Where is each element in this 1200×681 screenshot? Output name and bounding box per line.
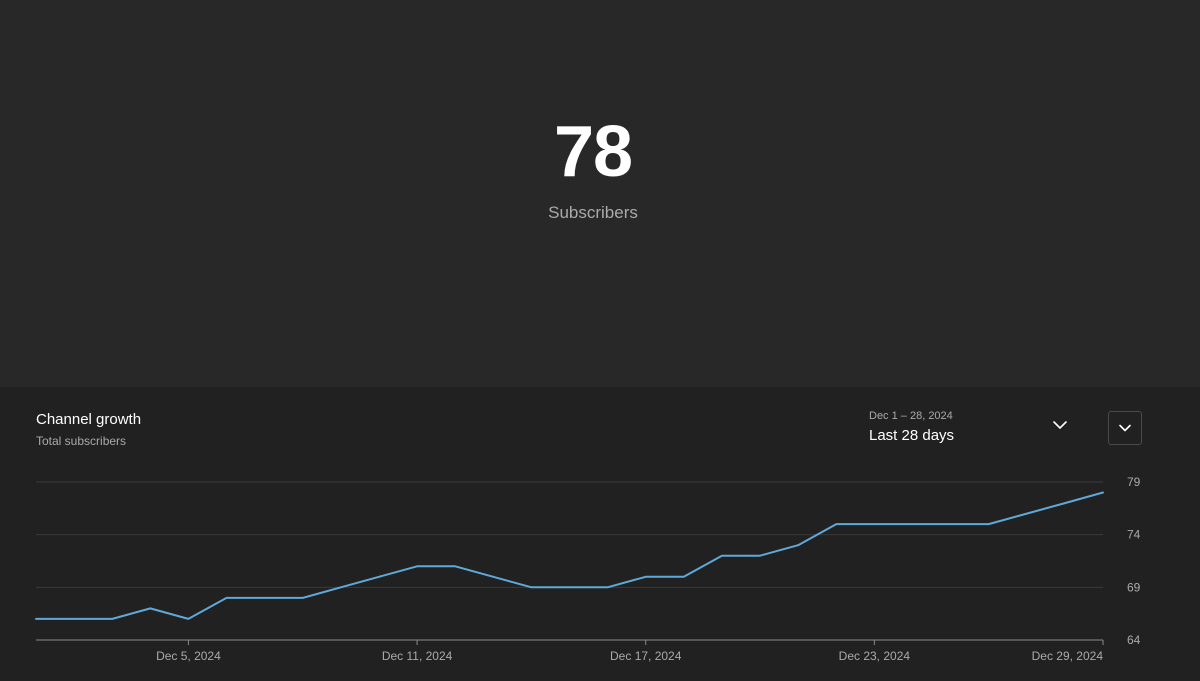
y-tick-label: 79 — [1127, 475, 1141, 489]
expand-menu-button[interactable] — [1108, 411, 1142, 445]
channel-growth-card: Channel growth Total subscribers Dec 1 –… — [0, 387, 1200, 681]
chevron-down-icon — [1053, 421, 1067, 429]
x-tick-label: Dec 29, 2024 — [1032, 649, 1104, 663]
y-tick-label: 64 — [1127, 633, 1141, 647]
subscriber-count: 78 — [553, 112, 633, 192]
channel-growth-chart: 64 69 74 79 Dec 5, 2024 Dec 11, 2024 Dec 17, 2… — [35, 475, 1141, 663]
subscriber-count-label: Subscribers — [548, 203, 638, 222]
summary-section: 78 Subscribers — [548, 112, 638, 222]
card-title: Channel growth — [36, 411, 142, 428]
y-tick-label: 69 — [1127, 580, 1141, 594]
card-subtitle: Total subscribers — [36, 434, 127, 448]
y-tick-label: 74 — [1127, 528, 1141, 542]
x-tick-label: Dec 17, 2024 — [610, 649, 682, 663]
x-tick-label: Dec 5, 2024 — [156, 649, 221, 663]
x-tick-label: Dec 11, 2024 — [382, 649, 453, 663]
date-range-dates: Dec 1 – 28, 2024 — [869, 410, 953, 422]
series-line — [35, 491, 1104, 620]
date-range-dropdown[interactable]: Dec 1 – 28, 2024 Last 28 days — [860, 405, 1080, 449]
chevron-down-icon — [1119, 424, 1131, 432]
x-tick-label: Dec 23, 2024 — [839, 649, 911, 663]
date-range-label: Last 28 days — [869, 427, 955, 444]
